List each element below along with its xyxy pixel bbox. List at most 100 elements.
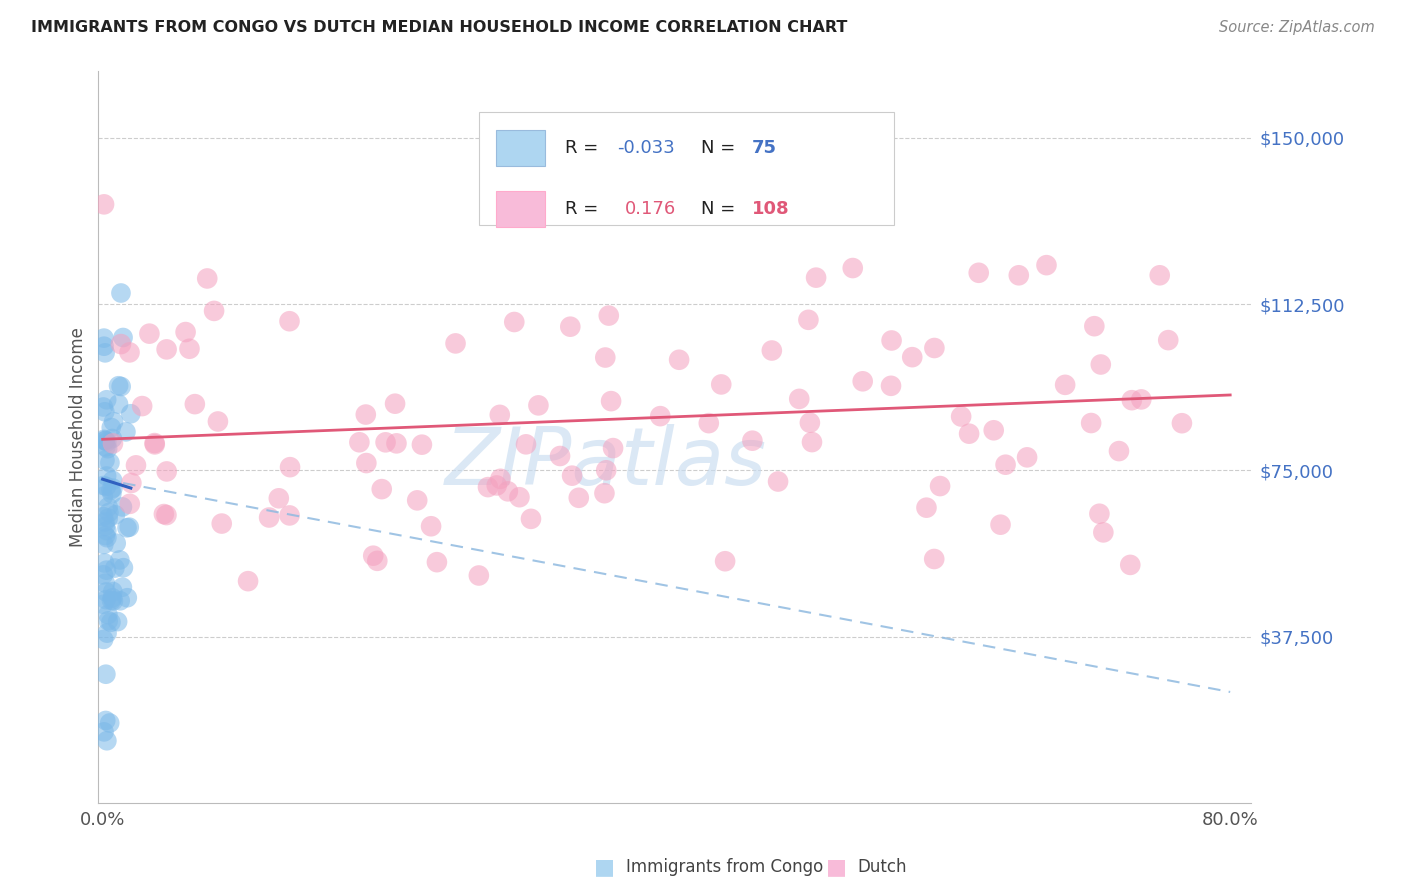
- Point: [184, 397, 207, 411]
- Point: [101, 591, 124, 605]
- Point: [527, 398, 550, 412]
- Point: [489, 472, 512, 486]
- Point: [1008, 268, 1031, 283]
- Point: [804, 270, 827, 285]
- Point: [96, 392, 118, 407]
- Point: [111, 580, 134, 594]
- Point: [983, 423, 1005, 437]
- Point: [98, 456, 121, 470]
- Point: [131, 399, 153, 413]
- Point: [94, 346, 117, 360]
- Point: [195, 271, 218, 285]
- Point: [1149, 268, 1171, 283]
- Point: [94, 576, 117, 591]
- Text: ■: ■: [827, 857, 846, 877]
- Point: [1035, 258, 1057, 272]
- Point: [957, 426, 980, 441]
- Point: [96, 479, 118, 493]
- Point: [93, 331, 115, 345]
- Text: Source: ZipAtlas.com: Source: ZipAtlas.com: [1219, 20, 1375, 35]
- Text: 108: 108: [752, 200, 790, 218]
- Point: [94, 453, 117, 467]
- Point: [761, 343, 783, 358]
- Point: [714, 554, 737, 568]
- Point: [94, 519, 117, 533]
- Point: [93, 567, 115, 582]
- Point: [420, 519, 443, 533]
- Point: [112, 560, 135, 574]
- Point: [595, 351, 617, 365]
- Point: [801, 435, 824, 450]
- Point: [1130, 392, 1153, 407]
- Point: [118, 520, 141, 534]
- Point: [115, 425, 138, 439]
- Text: N =: N =: [702, 139, 741, 157]
- Point: [120, 407, 142, 421]
- Point: [93, 537, 115, 551]
- Point: [96, 469, 118, 483]
- Point: [96, 434, 118, 449]
- Point: [93, 489, 115, 503]
- Point: [93, 400, 115, 414]
- Point: [797, 313, 820, 327]
- Point: [118, 345, 141, 359]
- Point: [97, 506, 120, 520]
- Point: [924, 341, 946, 355]
- Point: [411, 438, 433, 452]
- Point: [93, 433, 115, 447]
- Point: [374, 435, 396, 450]
- Point: [485, 478, 508, 492]
- Point: [93, 597, 115, 611]
- Point: [103, 415, 125, 429]
- Point: [766, 475, 789, 489]
- Point: [236, 574, 259, 589]
- Point: [155, 343, 177, 357]
- Point: [1108, 444, 1130, 458]
- Point: [93, 197, 115, 211]
- Point: [366, 554, 388, 568]
- Point: [278, 460, 301, 475]
- Point: [1054, 377, 1077, 392]
- Point: [101, 436, 124, 450]
- Point: [371, 482, 394, 496]
- Text: 75: 75: [752, 139, 778, 157]
- Point: [202, 304, 225, 318]
- Point: [515, 437, 537, 451]
- Point: [520, 512, 543, 526]
- Point: [1121, 393, 1143, 408]
- Point: [96, 524, 118, 538]
- Point: [741, 434, 763, 448]
- Text: Dutch: Dutch: [858, 858, 907, 876]
- Point: [125, 458, 148, 473]
- Point: [107, 397, 129, 411]
- Point: [1090, 358, 1112, 372]
- Point: [354, 408, 377, 422]
- Text: R =: R =: [565, 200, 610, 218]
- Point: [110, 285, 132, 300]
- Point: [97, 511, 120, 525]
- Point: [97, 607, 120, 622]
- Point: [110, 337, 132, 351]
- Point: [880, 334, 903, 348]
- Point: [1088, 507, 1111, 521]
- Point: [267, 491, 290, 506]
- Point: [384, 397, 406, 411]
- Point: [901, 350, 924, 364]
- Point: [508, 490, 530, 504]
- Point: [93, 478, 115, 492]
- Point: [107, 615, 129, 629]
- Point: [496, 484, 519, 499]
- Point: [278, 314, 301, 328]
- Point: [117, 591, 139, 605]
- Point: [94, 434, 117, 448]
- Point: [967, 266, 990, 280]
- Point: [94, 434, 117, 448]
- Point: [406, 493, 429, 508]
- Point: [385, 436, 408, 450]
- Point: [94, 667, 117, 681]
- Point: [356, 456, 378, 470]
- Point: [994, 458, 1017, 472]
- Point: [207, 415, 229, 429]
- Point: [96, 626, 118, 640]
- Point: [108, 594, 131, 608]
